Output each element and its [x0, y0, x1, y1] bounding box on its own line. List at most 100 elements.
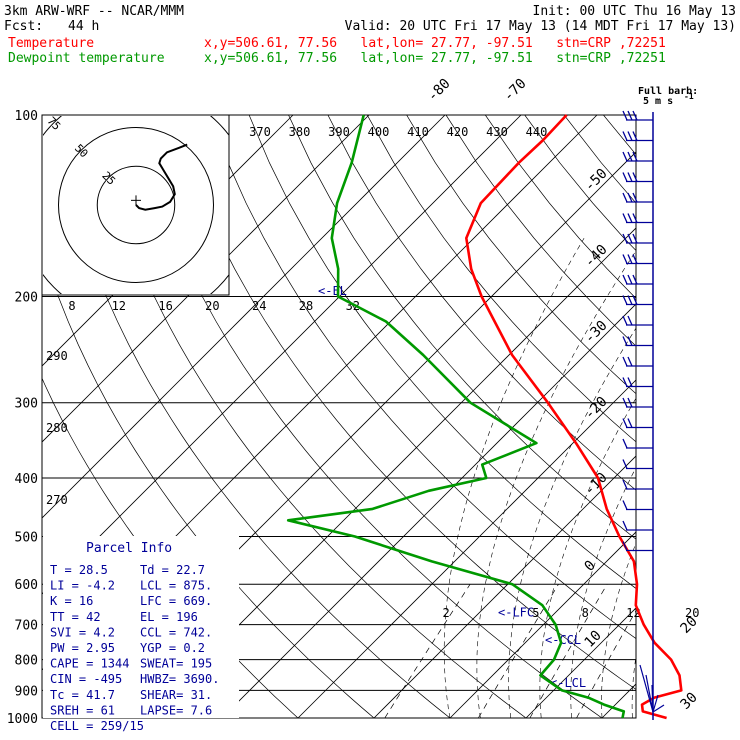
isotherm-line [373, 455, 636, 718]
parcel-info-left: Tc = 41.7 [50, 688, 115, 702]
pressure-tick-label: 600 [15, 578, 38, 593]
speed-axis-tick: 28 [299, 299, 313, 313]
parcel-info-right: CCL = 742. [140, 625, 212, 639]
barb-scale-label: Full barb: [638, 86, 698, 97]
wind-barb-feather [622, 520, 628, 531]
isotherm-line [145, 227, 636, 718]
parcel-info-left: PW = 2.95 [50, 641, 115, 655]
moist-adiabat [570, 466, 636, 718]
isotherm-label: -50 [582, 166, 611, 195]
isotherm-line [297, 379, 636, 718]
wind-barb-feather [622, 418, 628, 428]
wind-barb [639, 664, 654, 713]
theta-left-label: 280 [46, 421, 68, 435]
dewpoint-location: x,y=506.61, 77.56 lat,lon= 27.77, -97.51… [204, 51, 666, 66]
moist-adiabat [508, 327, 636, 718]
dry-adiabat [170, 115, 636, 690]
wind-barb-feather [622, 397, 628, 408]
isotherm-label: -20 [582, 394, 611, 423]
mixing-ratio-label: 2 [442, 606, 449, 620]
forecast-label: Fcst: [4, 19, 44, 34]
profile-layer [286, 114, 683, 720]
wind-barb-feather [622, 438, 628, 449]
hodograph-trace [135, 143, 188, 211]
isotherm-line [525, 607, 636, 718]
isotherm-line [42, 115, 370, 443]
moist-adiabat [601, 542, 636, 718]
wind-barb-feather [632, 192, 638, 203]
wind-barb-feather [632, 172, 638, 182]
wind-barb-feather [627, 151, 633, 162]
wind-barb-feather [622, 192, 628, 203]
dry-adiabat [130, 115, 603, 718]
level-annotation: <-LFC [498, 606, 534, 620]
forecast-hours: 44 h [68, 19, 100, 34]
plot-frame [41, 114, 637, 719]
wind-barb-feather [627, 336, 633, 346]
parcel-info-right: HWBZ= 3690. [140, 672, 219, 686]
dry-adiabat [603, 115, 636, 156]
parcel-info-left: LI = -4.2 [50, 579, 115, 593]
wind-barb-feather [622, 356, 628, 367]
wind-barb-feather [622, 500, 628, 510]
wind-barb-feather [627, 418, 633, 428]
hodograph-ring [58, 127, 214, 283]
mixing-ratio-line [384, 584, 471, 718]
wind-barb-feather [627, 213, 633, 223]
speed-axis-tick: 12 [112, 299, 126, 313]
dry-adiabat [722, 115, 740, 718]
isotherm-label: -30 [582, 318, 611, 347]
wind-barb-feather [627, 295, 633, 305]
dry-adiabat [288, 115, 636, 540]
moist-adiabat [443, 237, 585, 718]
wind-barb-feather [622, 110, 628, 121]
wind-barb-feather [622, 151, 628, 162]
pressure-tick-label: 800 [15, 654, 38, 669]
speed-axis-tick: 20 [205, 299, 219, 313]
parcel-info-right: LFC = 669. [140, 594, 212, 608]
theta-left-label: 290 [46, 349, 68, 363]
wind-barb [651, 684, 654, 713]
dry-adiabat [248, 115, 636, 589]
wind-barb-feather [632, 213, 638, 223]
moist-adiabat [631, 654, 636, 718]
parcel-info-left: CIN = -495 [50, 672, 122, 686]
theta-label: 410 [407, 125, 429, 139]
wind-barb-feather [627, 131, 633, 141]
parcel-info-right: LCL = 875. [140, 579, 212, 593]
theta-label: 390 [328, 125, 350, 139]
wind-barb [652, 704, 665, 713]
barb-scale-value: 5 m s [643, 96, 673, 107]
wind-barb-feather [622, 541, 628, 551]
parcel-info-right: SHEAR= 31. [140, 688, 212, 702]
level-annotation: <-LCL [550, 676, 586, 690]
mixing-ratio-label: 8 [582, 606, 589, 620]
parcel-info-left: K = 16 [50, 594, 93, 608]
model-title: 3km ARW-WRF -- NCAR/MMM [4, 4, 185, 19]
wind-barb-feather [627, 172, 633, 182]
wind-barb-feather [632, 131, 638, 141]
wind-barb-feather [622, 254, 628, 264]
dry-adiabat [209, 115, 636, 640]
level-annotation: <-EL [318, 284, 347, 298]
theta-label: 440 [526, 125, 548, 139]
wind-barb-feather [622, 274, 628, 285]
wind-barb-feather [622, 336, 628, 346]
dry-adiabat [51, 115, 451, 718]
wind-barb-feather [627, 397, 633, 408]
parcel-info-background [43, 536, 239, 718]
wind-barb-feather [632, 274, 638, 285]
temperature-location: x,y=506.61, 77.56 lat,lon= 27.77, -97.51… [204, 36, 666, 51]
moist-adiabat [693, 238, 740, 718]
wind-barb-feather [632, 110, 638, 121]
parcel-info-right: LAPSE= 7.6 [140, 703, 212, 717]
wind-barb-feather [622, 172, 628, 182]
theta-left-label: 270 [46, 493, 68, 507]
parcel-info-left: SREH = 61 [50, 703, 115, 717]
isotherm-line [42, 115, 446, 519]
theta-label: 430 [486, 125, 508, 139]
pressure-tick-label: 1000 [7, 712, 38, 727]
theta-label: 420 [447, 125, 469, 139]
